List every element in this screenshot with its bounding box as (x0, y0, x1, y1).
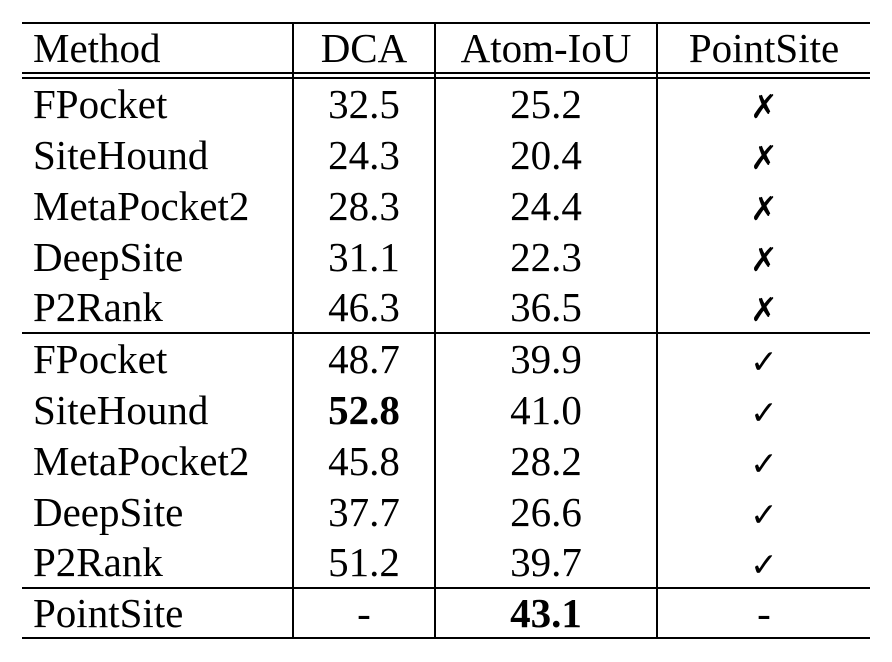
atom-iou-cell: 28.2 (435, 435, 658, 486)
cross-icon: ✗ (750, 290, 778, 329)
table-row: MetaPocket2 45.8 28.2 ✓ (22, 435, 870, 486)
atom-iou-cell: 39.9 (435, 332, 658, 384)
check-icon: ✓ (750, 545, 778, 584)
pointsite-cell: ✗ (657, 78, 870, 129)
double-rule-spacer (22, 73, 870, 79)
dca-cell: 45.8 (293, 435, 436, 486)
dash: - (357, 590, 371, 636)
atom-iou-cell: 26.6 (435, 486, 658, 537)
atom-iou-cell: 20.4 (435, 129, 658, 180)
dca-cell: - (293, 587, 436, 638)
method-cell: FPocket (22, 78, 294, 129)
table-row: SiteHound 52.8 41.0 ✓ (22, 384, 870, 435)
table-row: DeepSite 31.1 22.3 ✗ (22, 231, 870, 282)
check-icon: ✓ (750, 494, 778, 534)
method-cell: P2Rank (22, 537, 294, 588)
method-cell: SiteHound (22, 384, 294, 435)
pointsite-cell: - (657, 587, 870, 638)
dca-cell: 52.8 (293, 384, 436, 435)
table-row: FPocket 32.5 25.2 ✗ (22, 78, 870, 129)
pointsite-cell: ✗ (657, 129, 870, 180)
atom-iou-cell: 25.2 (435, 78, 658, 129)
atom-iou-cell: 24.4 (435, 180, 658, 231)
pointsite-cell: ✓ (657, 384, 870, 435)
cross-icon: ✗ (750, 87, 778, 126)
dca-cell: 48.7 (293, 332, 436, 384)
dca-cell: 24.3 (293, 129, 436, 180)
method-cell: DeepSite (22, 231, 294, 282)
check-icon: ✓ (750, 443, 778, 483)
atom-iou-cell: 22.3 (435, 231, 658, 282)
atom-iou-cell: 36.5 (435, 282, 658, 333)
pointsite-cell: ✗ (657, 180, 870, 231)
table-row: SiteHound 24.3 20.4 ✗ (22, 129, 870, 180)
pointsite-cell: ✓ (657, 435, 870, 486)
pointsite-cell: ✗ (657, 231, 870, 282)
cross-icon: ✗ (750, 137, 778, 177)
benchmark-results-table: Method DCA Atom-IoU PointSite FPocket 32… (22, 22, 870, 639)
dca-cell: 51.2 (293, 537, 436, 588)
method-cell: DeepSite (22, 486, 294, 537)
dca-cell: 31.1 (293, 231, 436, 282)
method-cell: P2Rank (22, 282, 294, 333)
table-row: MetaPocket2 28.3 24.4 ✗ (22, 180, 870, 231)
pointsite-cell: ✓ (657, 486, 870, 537)
atom-iou-cell: 41.0 (435, 384, 658, 435)
method-cell: MetaPocket2 (22, 435, 294, 486)
dash: - (757, 590, 771, 636)
dca-cell: 28.3 (293, 180, 436, 231)
dca-cell: 32.5 (293, 78, 436, 129)
cross-icon: ✗ (750, 239, 778, 279)
cross-icon: ✗ (750, 188, 778, 228)
column-header-dca: DCA (293, 23, 436, 74)
method-cell: FPocket (22, 332, 294, 384)
method-cell: MetaPocket2 (22, 180, 294, 231)
pointsite-cell: ✓ (657, 332, 870, 384)
table-header: Method DCA Atom-IoU PointSite (22, 23, 870, 74)
column-header-pointsite: PointSite (657, 23, 870, 74)
table-row: P2Rank 51.2 39.7 ✓ (22, 537, 870, 588)
check-icon: ✓ (750, 342, 778, 381)
column-header-atom-iou: Atom-IoU (435, 23, 658, 74)
atom-iou-cell: 43.1 (435, 587, 658, 638)
table-row: FPocket 48.7 39.9 ✓ (22, 332, 870, 384)
column-header-method: Method (22, 23, 294, 74)
table-row: PointSite - 43.1 - (22, 587, 870, 638)
method-cell: PointSite (22, 587, 294, 638)
pointsite-cell: ✗ (657, 282, 870, 333)
pointsite-cell: ✓ (657, 537, 870, 588)
table-row: P2Rank 46.3 36.5 ✗ (22, 282, 870, 333)
dca-cell: 37.7 (293, 486, 436, 537)
dca-cell: 46.3 (293, 282, 436, 333)
check-icon: ✓ (750, 392, 778, 432)
header-row: Method DCA Atom-IoU PointSite (22, 23, 870, 74)
method-cell: SiteHound (22, 129, 294, 180)
atom-iou-cell: 39.7 (435, 537, 658, 588)
table-row: DeepSite 37.7 26.6 ✓ (22, 486, 870, 537)
